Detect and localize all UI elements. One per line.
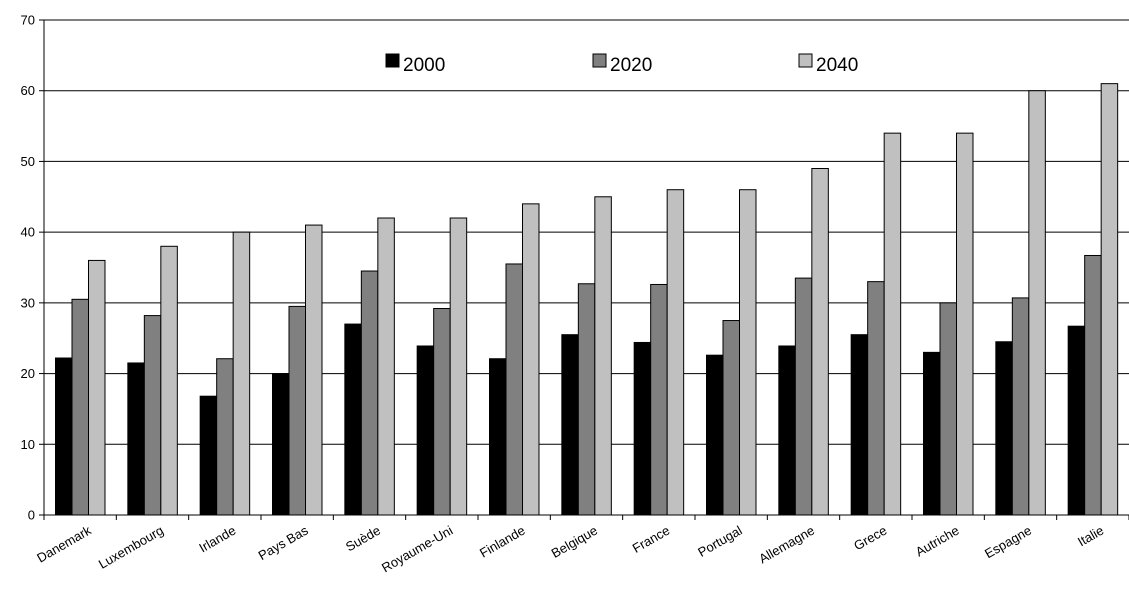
bar-2000-4 (344, 323, 362, 516)
legend-label-2020: 2020 (610, 55, 652, 76)
x-tick-label: Pays Bas (256, 522, 311, 563)
x-tick-label: Allemagne (756, 523, 817, 567)
bar-2040-12 (956, 132, 974, 516)
bar-2040-6 (522, 203, 540, 516)
bar-2000-9 (706, 354, 724, 516)
bar-2020-12 (939, 302, 957, 516)
y-tick-label: 20 (21, 366, 35, 381)
x-tick-label: Grece (851, 523, 889, 554)
bar-2000-7 (561, 334, 579, 516)
bar-2020-13 (1011, 297, 1030, 516)
x-tick-label: France (630, 523, 673, 556)
bar-2040-5 (449, 217, 468, 516)
bar-2000-10 (778, 345, 796, 516)
bar-2000-6 (489, 358, 507, 516)
x-tick-label: Italie (1075, 523, 1106, 550)
bar-2040-4 (377, 217, 395, 516)
bar-2040-7 (594, 196, 612, 516)
bar-2000-2 (199, 395, 218, 516)
bar-2040-8 (666, 189, 685, 516)
y-tick-label: 0 (28, 508, 35, 523)
legend-swatch-2020 (592, 53, 607, 68)
bar-2020-14 (1084, 254, 1102, 516)
bar-2040-10 (811, 168, 829, 516)
bar-2000-12 (923, 351, 941, 516)
x-tick-label: Espagne (982, 523, 1034, 562)
axes (39, 19, 1129, 520)
x-tick-label: Suède (343, 523, 383, 555)
y-tick-label: 60 (21, 83, 35, 98)
legend-label-2040: 2040 (816, 55, 858, 76)
bar-2040-9 (739, 189, 757, 516)
bar-2020-7 (577, 283, 596, 516)
bar-2020-2 (216, 358, 234, 516)
y-tick-label: 40 (21, 225, 35, 240)
bar-2000-3 (272, 373, 290, 516)
bar-2000-5 (416, 345, 435, 516)
bar-2020-3 (288, 305, 306, 516)
legend: 2000 2020 2040 (385, 53, 858, 76)
legend-swatch-2040 (798, 53, 813, 68)
x-tick-labels: Danemark Luxembourg Irlande Pays Bas SuèdeRo… (34, 522, 1106, 575)
x-tick-label: Royaume-Uni (379, 523, 455, 576)
bar-2020-9 (722, 320, 740, 516)
bar-2040-0 (88, 259, 106, 516)
x-tick-label: Danemark (34, 522, 94, 565)
bar-2020-1 (143, 315, 162, 516)
bar-2020-10 (794, 277, 813, 516)
bar-2020-11 (867, 281, 885, 516)
y-tick-label: 10 (21, 437, 35, 452)
bar-2040-3 (305, 224, 323, 516)
bar-2040-14 (1100, 83, 1119, 516)
x-tick-label: Portugal (695, 523, 745, 560)
bar-2020-8 (650, 283, 668, 516)
y-tick-label: 70 (21, 13, 35, 28)
legend-swatch-2000 (385, 53, 400, 68)
x-tick-label: Luxembourg (96, 523, 166, 572)
bar-2000-1 (127, 362, 145, 516)
bar-2000-14 (1067, 325, 1086, 516)
x-tick-label: Irlande (196, 523, 238, 556)
y-tick-label: 30 (21, 295, 35, 310)
x-tick-label: Autriche (913, 523, 962, 560)
bar-2000-13 (995, 341, 1013, 516)
bar-2000-0 (55, 357, 73, 516)
bar-2040-1 (160, 245, 178, 516)
bar-2040-2 (232, 231, 251, 516)
y-tick-label: 50 (21, 154, 35, 169)
bar-2040-11 (883, 132, 902, 516)
bar-2020-5 (433, 308, 451, 516)
bar-2020-6 (505, 263, 523, 516)
bars (55, 83, 1119, 516)
bar-2020-0 (71, 298, 89, 516)
bar-2000-11 (850, 334, 869, 516)
bar-2000-8 (633, 341, 652, 516)
x-tick-label: Finlande (477, 523, 528, 561)
legend-label-2000: 2000 (403, 55, 445, 76)
y-tick-labels: 0 10 20 30 40 50 60 70 (21, 13, 35, 523)
x-tick-label: Belgique (549, 523, 600, 561)
bar-2040-13 (1028, 90, 1046, 516)
bar-2020-4 (360, 270, 379, 516)
